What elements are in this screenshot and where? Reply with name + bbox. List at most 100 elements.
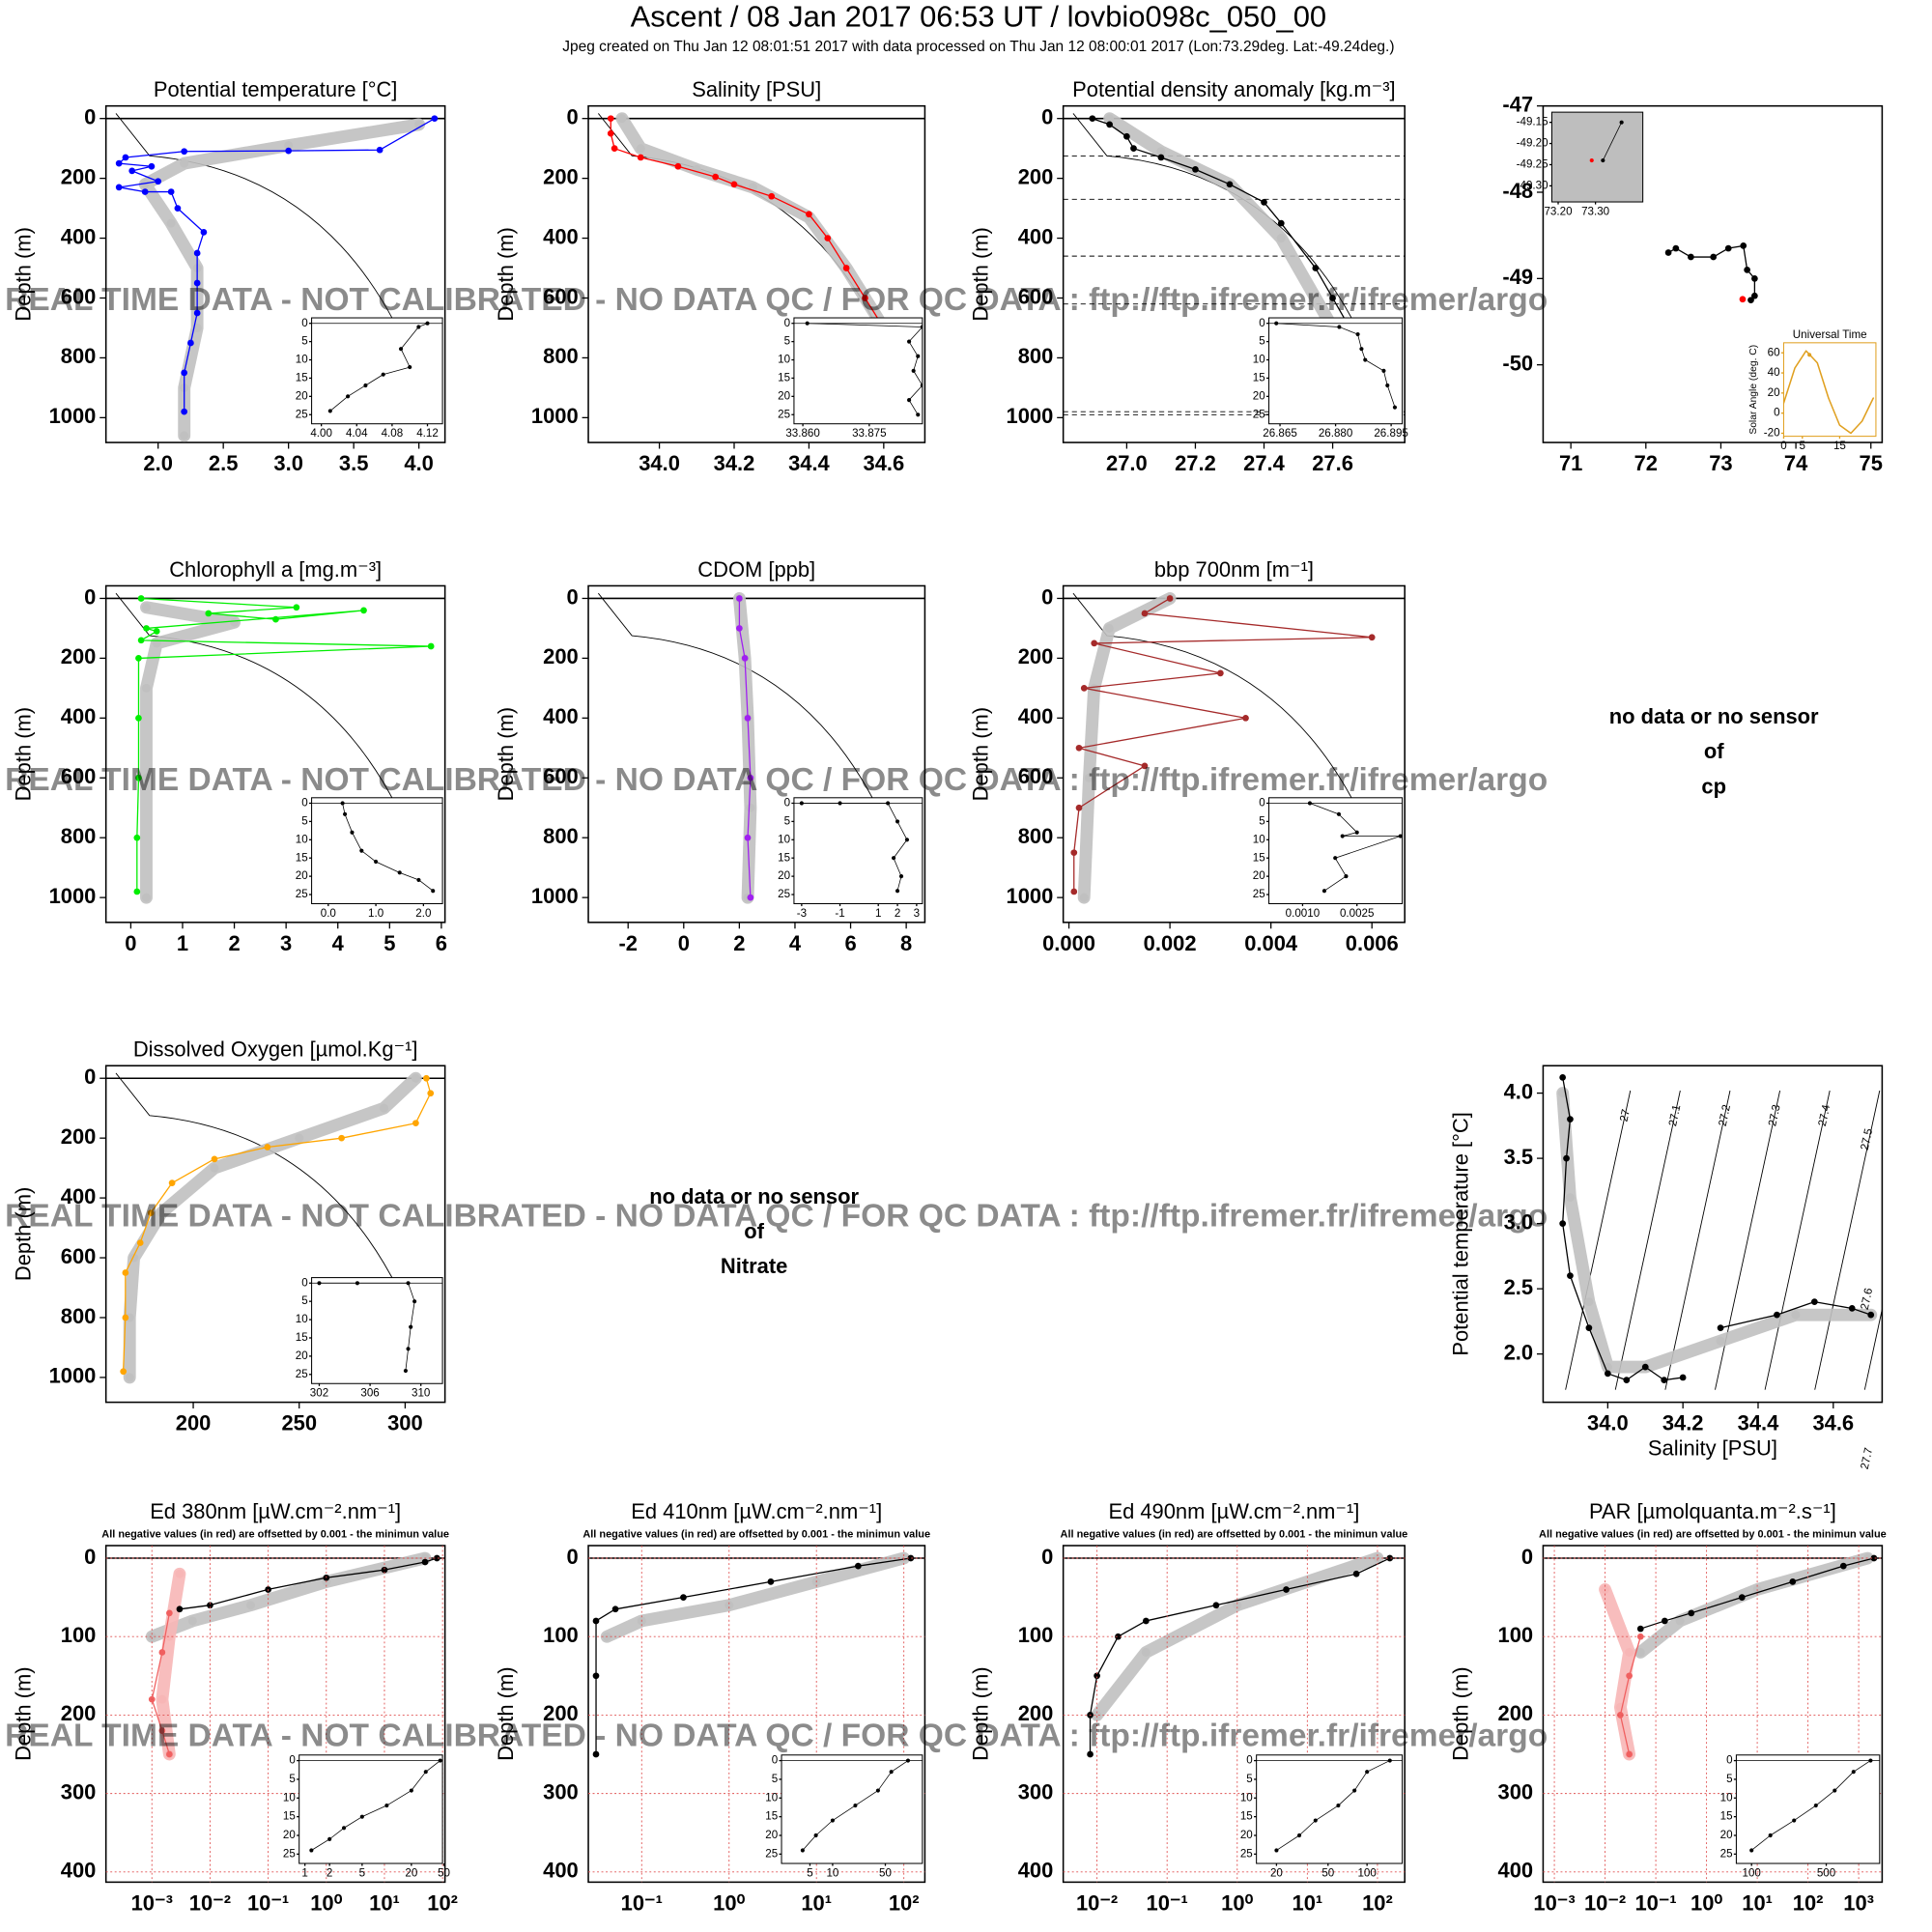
y-tick-label: 60 — [1768, 346, 1780, 358]
data-point — [416, 877, 421, 882]
data-point — [1751, 274, 1758, 282]
data-point — [855, 1562, 862, 1570]
isopycnal-label: 27.3 — [1766, 1103, 1782, 1127]
data-point — [862, 295, 868, 301]
history-point — [125, 1373, 134, 1382]
data-point — [406, 1347, 411, 1351]
y-tick-label: 15 — [1253, 371, 1265, 384]
data-point — [342, 1826, 347, 1831]
x-tick-label: 20 — [405, 1866, 417, 1879]
history-point — [1565, 1193, 1575, 1203]
x-tick-label: 10⁻¹ — [247, 1890, 289, 1915]
y-tick-label: 1000 — [49, 1364, 97, 1388]
y-tick-label: 10 — [1253, 833, 1265, 845]
x-tick-label: 5 — [807, 1866, 812, 1879]
data-point — [916, 412, 921, 417]
y-tick-label: 25 — [296, 1368, 308, 1380]
y-tick-label: 400 — [543, 224, 579, 248]
history-point — [141, 683, 151, 693]
data-point — [427, 1090, 435, 1097]
x-tick-label: 75 — [1860, 451, 1883, 475]
data-point — [1070, 849, 1078, 857]
x-tick-label: 2.5 — [209, 451, 238, 475]
history-point — [746, 803, 755, 812]
x-tick-label: 71 — [1559, 451, 1582, 475]
data-point — [1567, 1272, 1574, 1279]
watermark: REAL TIME DATA - NOT CALIBRATED - NO DAT… — [5, 282, 1548, 318]
x-tick-label: 10 — [826, 1866, 838, 1879]
plot-area — [311, 1281, 443, 1374]
history-point — [724, 1601, 734, 1610]
data-point — [1283, 1586, 1290, 1593]
y-tick-label: 10 — [1253, 354, 1265, 366]
data-point — [1352, 1788, 1357, 1793]
x-tick-label: 1 — [177, 931, 188, 955]
data-point — [744, 834, 752, 841]
profile-line — [807, 323, 923, 415]
data-point — [907, 398, 912, 403]
x-tick-label: 33.875 — [852, 427, 887, 440]
data-point — [1192, 165, 1199, 173]
y-tick-label: -47 — [1502, 92, 1533, 116]
y-tick-label: 15 — [765, 1810, 778, 1823]
data-point — [1094, 1672, 1100, 1680]
y-axis-label: Depth (m) — [969, 707, 993, 801]
x-tick-label: 50 — [1321, 1866, 1334, 1879]
y-tick-label: 400 — [61, 1859, 97, 1883]
history-point — [636, 144, 645, 154]
history-band — [1599, 1582, 1636, 1761]
isopycnal-label: 27.7 — [1859, 1446, 1875, 1470]
data-point — [637, 154, 644, 161]
y-tick-label: 20 — [296, 389, 308, 402]
panel-title: Ed 380nm [µW.cm⁻².nm⁻¹] — [150, 1499, 401, 1523]
x-tick-label: 10⁻¹ — [1147, 1890, 1188, 1915]
x-tick-label: 2 — [327, 1866, 332, 1879]
history-band — [140, 601, 242, 904]
data-point — [1087, 1750, 1094, 1758]
profile-line — [310, 1760, 441, 1851]
data-point — [1774, 1311, 1780, 1319]
panel-title: Ed 410nm [µW.cm⁻².nm⁻¹] — [631, 1499, 882, 1523]
y-tick-label: 20 — [765, 1829, 778, 1841]
data-point — [122, 154, 129, 161]
x-tick-label: 27.2 — [1175, 451, 1216, 475]
x-tick-label: -3 — [797, 907, 807, 920]
y-tick-label: 400 — [1498, 1859, 1534, 1883]
watermark: REAL TIME DATA - NOT CALIBRATED - NO DAT… — [5, 1199, 1548, 1235]
data-point — [1274, 1848, 1279, 1853]
data-point — [1744, 267, 1750, 273]
y-tick-label: 0 — [1774, 407, 1779, 419]
x-tick-label: 100 — [1743, 1866, 1761, 1879]
y-tick-label: 5 — [1246, 1773, 1252, 1785]
history-point — [1141, 1647, 1151, 1657]
y-tick-label: 200 — [1018, 164, 1054, 188]
data-point — [1321, 889, 1327, 894]
plot-area — [1664, 242, 1758, 304]
panel-title: Dissolved Oxygen [µmol.Kg⁻¹] — [133, 1037, 418, 1062]
y-tick-label: -20 — [1764, 427, 1780, 440]
data-point — [1212, 1602, 1220, 1609]
data-point — [211, 1155, 218, 1163]
x-tick-label: 4.04 — [346, 427, 368, 440]
y-axis-label: Depth (m) — [969, 227, 993, 321]
y-tick-label: 800 — [61, 344, 97, 368]
x-tick-label: 0.002 — [1144, 931, 1197, 955]
data-point — [889, 1770, 894, 1775]
y-tick-label: 25 — [296, 888, 308, 900]
x-tick-label: 0.0025 — [1340, 907, 1375, 920]
data-point — [1336, 811, 1342, 816]
y-tick-label: 600 — [543, 764, 579, 788]
history-point — [147, 1632, 156, 1641]
data-point — [381, 1566, 388, 1574]
history-point — [1276, 234, 1286, 243]
x-tick-label: 1 — [875, 907, 881, 920]
data-point — [359, 1814, 364, 1819]
y-tick-label: 20 — [1768, 386, 1780, 399]
plot-area — [793, 321, 923, 417]
data-point — [120, 1368, 128, 1376]
data-point — [122, 1314, 129, 1321]
data-point — [398, 347, 404, 352]
data-point — [907, 339, 912, 344]
data-point — [433, 1554, 440, 1562]
y-tick-label: 0 — [1041, 584, 1053, 609]
